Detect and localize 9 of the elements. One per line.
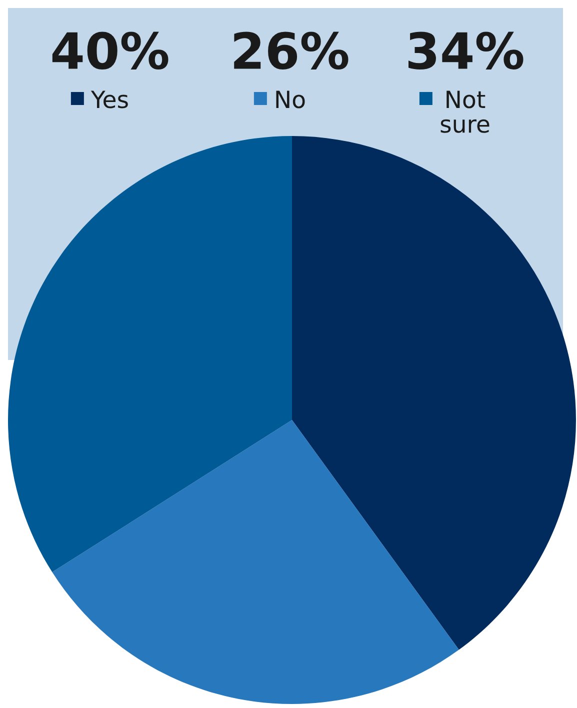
legend-label: No bbox=[276, 90, 305, 108]
data-label: 34% bbox=[408, 32, 524, 70]
pie-slice bbox=[292, 136, 576, 650]
pie-slice bbox=[52, 420, 459, 704]
legend-label: Not sure bbox=[440, 90, 490, 133]
pie-slice bbox=[8, 136, 292, 572]
data-label: 26% bbox=[234, 32, 348, 70]
legend-label: Yes bbox=[90, 90, 128, 108]
data-label: 40% bbox=[52, 32, 168, 70]
